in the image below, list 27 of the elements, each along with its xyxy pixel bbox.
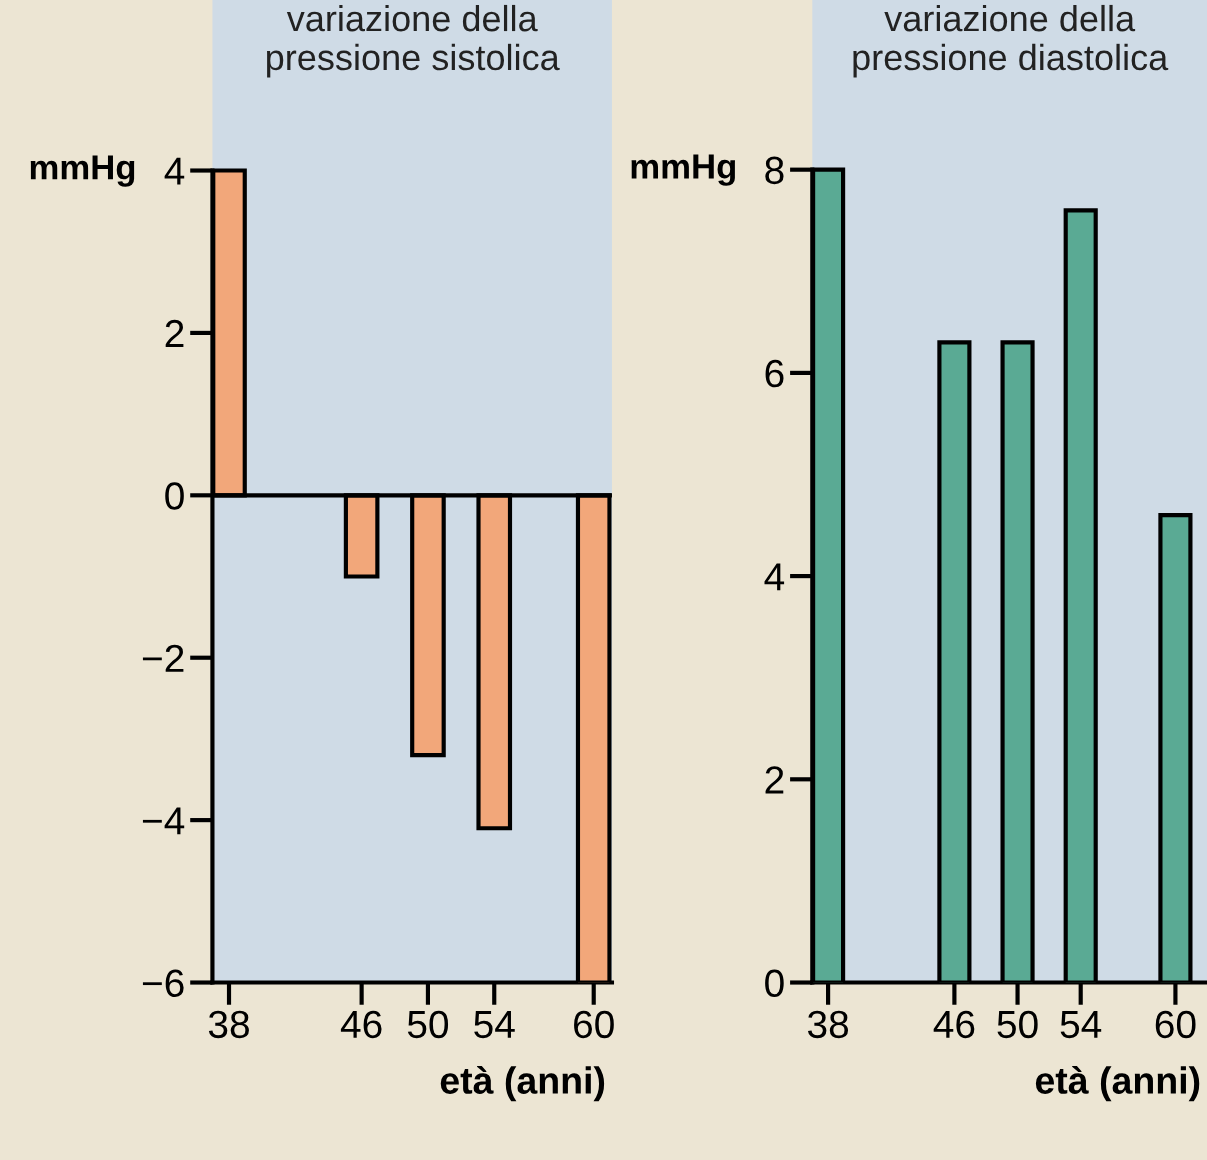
x-tick-label: 46 <box>340 1010 382 1039</box>
y-tick-label: −4 <box>142 807 185 835</box>
y-tick-label: 6 <box>765 359 784 388</box>
x-tick-label: 60 <box>574 1010 614 1039</box>
y-tick-label: 8 <box>765 156 784 185</box>
x-tick-label: 38 <box>208 1010 249 1039</box>
y-axis-title: mmHg <box>30 155 135 187</box>
x-tick-label: 50 <box>997 1010 1038 1039</box>
x-tick-label: 54 <box>474 1011 515 1039</box>
y-tick-label: 2 <box>765 766 784 794</box>
text: variazione della pressione diastolica <box>853 4 1169 78</box>
y-tick-label: 4 <box>164 157 185 185</box>
y-tick-label: 0 <box>765 969 784 997</box>
x-axis-title: età (anni) <box>440 1066 605 1102</box>
text: variazione della pressione sistolica <box>267 4 560 78</box>
y-tick-label: 4 <box>764 563 785 591</box>
y-tick-label: 2 <box>165 319 184 348</box>
x-tick-label: 38 <box>807 1010 849 1039</box>
x-tick-label: 54 <box>1060 1011 1102 1039</box>
y-tick-label: 0 <box>165 482 184 510</box>
x-tick-label: 50 <box>407 1010 449 1039</box>
y-tick-label: −6 <box>142 969 184 997</box>
y-tick-label: −2 <box>142 644 184 672</box>
x-tick-label: 46 <box>933 1010 975 1039</box>
y-axis-title: mmHg <box>631 154 735 186</box>
x-axis-title: età (anni) <box>1035 1066 1200 1102</box>
x-tick-label: 60 <box>1155 1010 1196 1039</box>
